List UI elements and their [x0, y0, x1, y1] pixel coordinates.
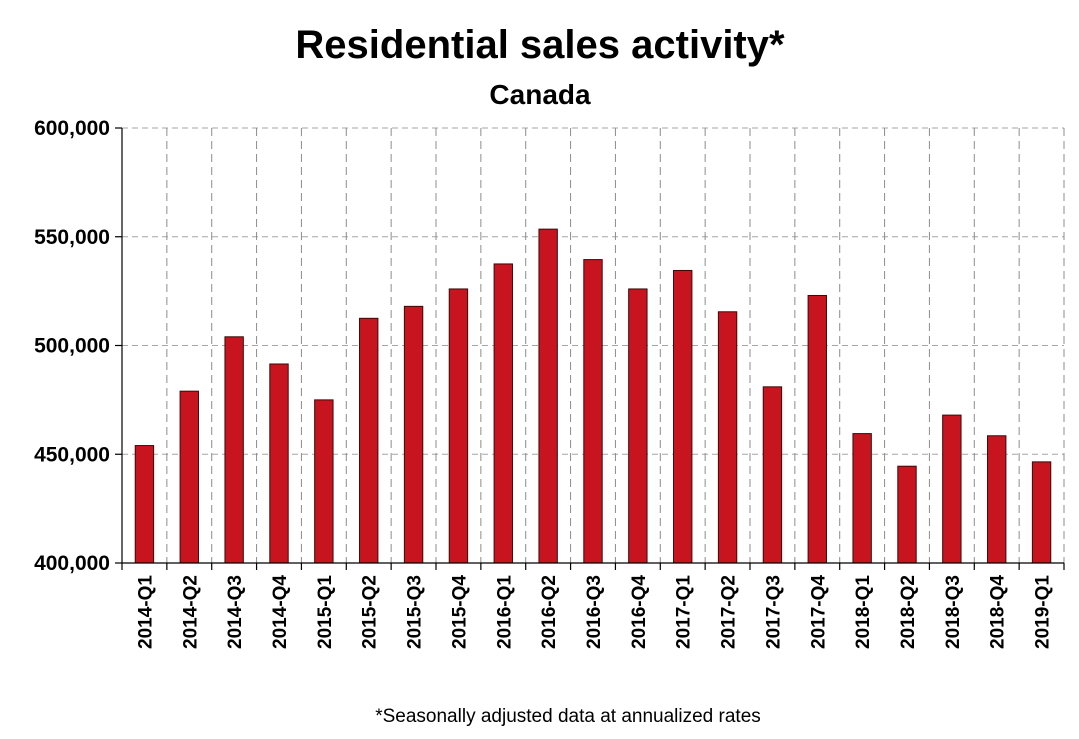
bar-2017-Q4 [807, 294, 827, 564]
x-tick-label: 2019-Q1 [1033, 575, 1054, 649]
x-tick-label: 2017-Q4 [808, 575, 829, 649]
bar-2014-Q1 [134, 445, 155, 564]
bar-2014-Q4 [269, 363, 289, 564]
y-tick-label: 400,000 [34, 552, 110, 575]
bar-2015-Q1 [314, 399, 334, 564]
x-tick-label: 2014-Q2 [180, 575, 201, 649]
bar-2016-Q4 [628, 288, 648, 564]
bar-2015-Q2 [359, 317, 379, 564]
bar-2017-Q1 [673, 269, 693, 564]
x-tick-label: 2015-Q4 [449, 575, 470, 649]
bar-2017-Q3 [762, 386, 783, 564]
x-tick-label: 2018-Q2 [898, 575, 919, 649]
axes [115, 127, 1065, 570]
grid-lines [122, 127, 1065, 563]
bar-2018-Q3 [942, 414, 962, 564]
bar-2017-Q2 [717, 311, 738, 564]
bar-2019-Q1 [1031, 461, 1052, 564]
x-tick-label: 2014-Q3 [225, 575, 246, 649]
x-tick-label: 2016-Q4 [629, 575, 650, 649]
x-tick-label: 2017-Q2 [719, 575, 740, 649]
chart-subtitle: Canada [489, 79, 591, 110]
x-tick-label: 2018-Q4 [988, 575, 1009, 649]
bar-2015-Q4 [448, 288, 469, 564]
x-axis-tick-labels: 2014-Q1 2014-Q2 2014-Q3 2014-Q4 2015-Q1 2015-… [135, 575, 1053, 649]
bar-2016-Q2 [538, 228, 558, 564]
bar-2014-Q3 [224, 336, 244, 564]
x-tick-label: 2017-Q1 [674, 575, 695, 649]
bar-2014-Q2 [179, 390, 199, 564]
chart-title: Residential sales activity* [295, 23, 785, 67]
y-tick-label: 450,000 [34, 443, 110, 466]
bars [134, 228, 1052, 564]
bar-2016-Q1 [493, 263, 513, 564]
y-axis-tick-labels: 400,000 450,000 500,000 550,000 600,000 [34, 117, 110, 575]
bar-2015-Q3 [403, 305, 424, 564]
x-tick-label: 2015-Q3 [405, 575, 426, 649]
bar-2018-Q4 [987, 435, 1007, 564]
x-tick-label: 2018-Q3 [943, 575, 964, 649]
x-tick-label: 2014-Q4 [270, 575, 291, 649]
bar-2018-Q1 [852, 433, 872, 564]
y-tick-label: 550,000 [34, 226, 110, 249]
y-tick-label: 500,000 [34, 335, 110, 358]
x-tick-label: 2018-Q1 [853, 575, 874, 649]
x-tick-label: 2016-Q2 [539, 575, 560, 649]
chart-footnote: *Seasonally adjusted data at annualized … [375, 706, 761, 727]
y-tick-label: 600,000 [34, 117, 110, 140]
x-tick-label: 2015-Q1 [315, 575, 336, 649]
bar-2016-Q3 [583, 259, 603, 564]
x-tick-label: 2015-Q2 [360, 575, 381, 649]
x-tick-label: 2017-Q3 [763, 575, 784, 649]
bar-2018-Q2 [897, 465, 917, 564]
x-tick-label: 2016-Q3 [584, 575, 605, 649]
x-tick-label: 2016-Q1 [494, 575, 515, 649]
x-tick-label: 2014-Q1 [135, 575, 156, 649]
